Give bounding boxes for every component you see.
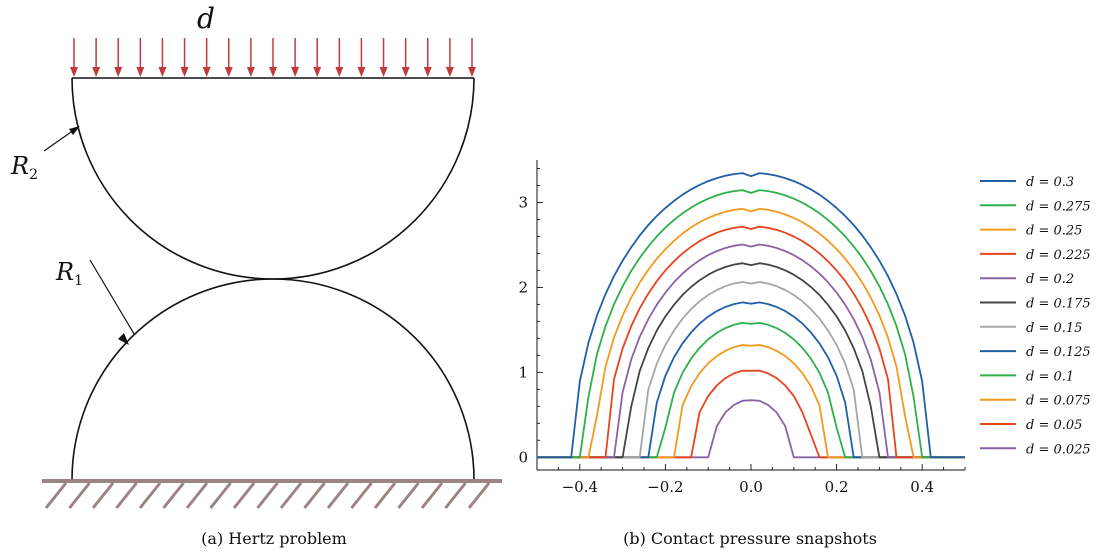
legend-entry: d = 0.15: [1026, 321, 1082, 336]
ground-hatch-line: [373, 482, 397, 509]
ground-hatch-line: [232, 482, 256, 509]
legend-entry: d = 0.2: [1026, 272, 1074, 287]
load-arrowhead: [180, 67, 189, 77]
load-arrowhead: [401, 67, 410, 77]
x-tick-label: −0.2: [647, 478, 683, 496]
lower-body-semicircle: [71, 278, 475, 481]
legend-entry: d = 0.125: [1026, 345, 1091, 360]
ground-hatch-line: [209, 482, 232, 509]
ground-hatch-line: [68, 482, 91, 509]
load-arrowhead: [269, 67, 277, 77]
load-arrowhead: [313, 67, 322, 77]
series-line: [537, 281, 965, 459]
load-arrowhead: [224, 67, 233, 77]
radius-bottom-label: R1: [55, 258, 83, 289]
chart-legend: d = 0.3 d = 0.275 d = 0.25 d = 0.225 d = 0.2…: [980, 175, 1091, 457]
ground-hatch-line: [256, 482, 279, 509]
legend-entry: d = 0.025: [1026, 442, 1091, 457]
legend-entry: d = 0.3: [1026, 175, 1074, 190]
legend-entry: d = 0.225: [1026, 248, 1091, 263]
radius-top-label: R2: [10, 152, 38, 183]
ground-hatch-line: [162, 482, 185, 509]
ground-hatch-line: [44, 482, 68, 509]
x-tick-label: 0.4: [910, 478, 934, 496]
ground-hatch-line: [138, 482, 162, 509]
x-tick-label: 0.2: [825, 478, 849, 496]
series-line: [537, 369, 965, 459]
load-arrowhead: [445, 67, 454, 77]
ground-hatch-line: [279, 482, 303, 509]
y-tick-label: 1: [518, 363, 528, 381]
load-arrowhead: [379, 67, 388, 77]
hertz-diagram: d R2 R1 (a) Hertz problem: [10, 2, 502, 548]
legend-entry: d = 0.25: [1026, 224, 1082, 239]
series-line: [537, 207, 965, 459]
legend-entry: d = 0.05: [1026, 418, 1082, 433]
chart-axes: [536, 160, 965, 471]
ground-hatch-line: [185, 482, 209, 509]
series-line: [537, 399, 965, 459]
load-arrowhead: [70, 67, 78, 77]
load-arrowhead: [335, 67, 344, 77]
series-line: [537, 189, 965, 459]
series-line: [537, 322, 965, 459]
load-arrowhead: [291, 67, 300, 77]
x-tick-label: 0.0: [739, 478, 763, 496]
ground-hatch-line: [326, 482, 350, 509]
y-tick-label: 2: [518, 278, 528, 296]
load-arrowhead: [114, 67, 123, 77]
ground-hatch-line: [350, 482, 373, 509]
load-arrowhead: [158, 67, 167, 77]
load-arrowhead: [468, 67, 476, 77]
caption-a: (a) Hertz problem: [201, 529, 347, 548]
ground-hatch-line: [467, 482, 491, 509]
load-label: d: [197, 2, 215, 35]
ground-hatch-line: [115, 482, 138, 509]
x-tick-label: −0.4: [562, 478, 598, 496]
ground-hatch-line: [91, 482, 115, 509]
radius-bottom-arrow: [89, 259, 135, 335]
series-line: [537, 172, 965, 459]
ground-hatch-line: [444, 482, 467, 509]
legend-entry: d = 0.175: [1026, 297, 1091, 312]
load-arrowhead: [246, 67, 255, 77]
series-line: [537, 243, 965, 459]
load-arrowhead: [92, 67, 101, 77]
legend-entry: d = 0.1: [1026, 369, 1074, 384]
ground-hatch-line: [303, 482, 326, 509]
series-lines: [537, 172, 965, 459]
load-arrowhead: [136, 67, 145, 77]
ground-hatching: [44, 482, 491, 509]
series-line: [537, 344, 965, 459]
radius-bottom-arrowhead: [118, 333, 129, 345]
x-ticks: −0.4 −0.2 0.0 0.2 0.4: [536, 464, 966, 496]
y-tick-label: 0: [518, 448, 528, 466]
y-tick-label: 3: [518, 193, 528, 211]
legend-entry: d = 0.275: [1026, 199, 1091, 214]
load-arrowhead: [202, 67, 211, 77]
y-ticks: 0 1 2 3: [518, 168, 543, 466]
radius-top-arrowhead: [69, 126, 80, 135]
series-line: [537, 225, 965, 459]
load-arrowhead: [357, 67, 366, 77]
upper-body-semicircle: [71, 77, 475, 280]
series-line: [537, 301, 965, 459]
caption-b: (b) Contact pressure snapshots: [623, 529, 877, 548]
legend-entry: d = 0.075: [1026, 394, 1091, 409]
load-arrowhead: [423, 67, 432, 77]
ground-hatch-line: [397, 482, 420, 509]
series-line: [537, 262, 965, 459]
ground-hatch-line: [420, 482, 444, 509]
distributed-load-arrows: [70, 38, 476, 77]
radius-top-arrow: [43, 129, 75, 152]
